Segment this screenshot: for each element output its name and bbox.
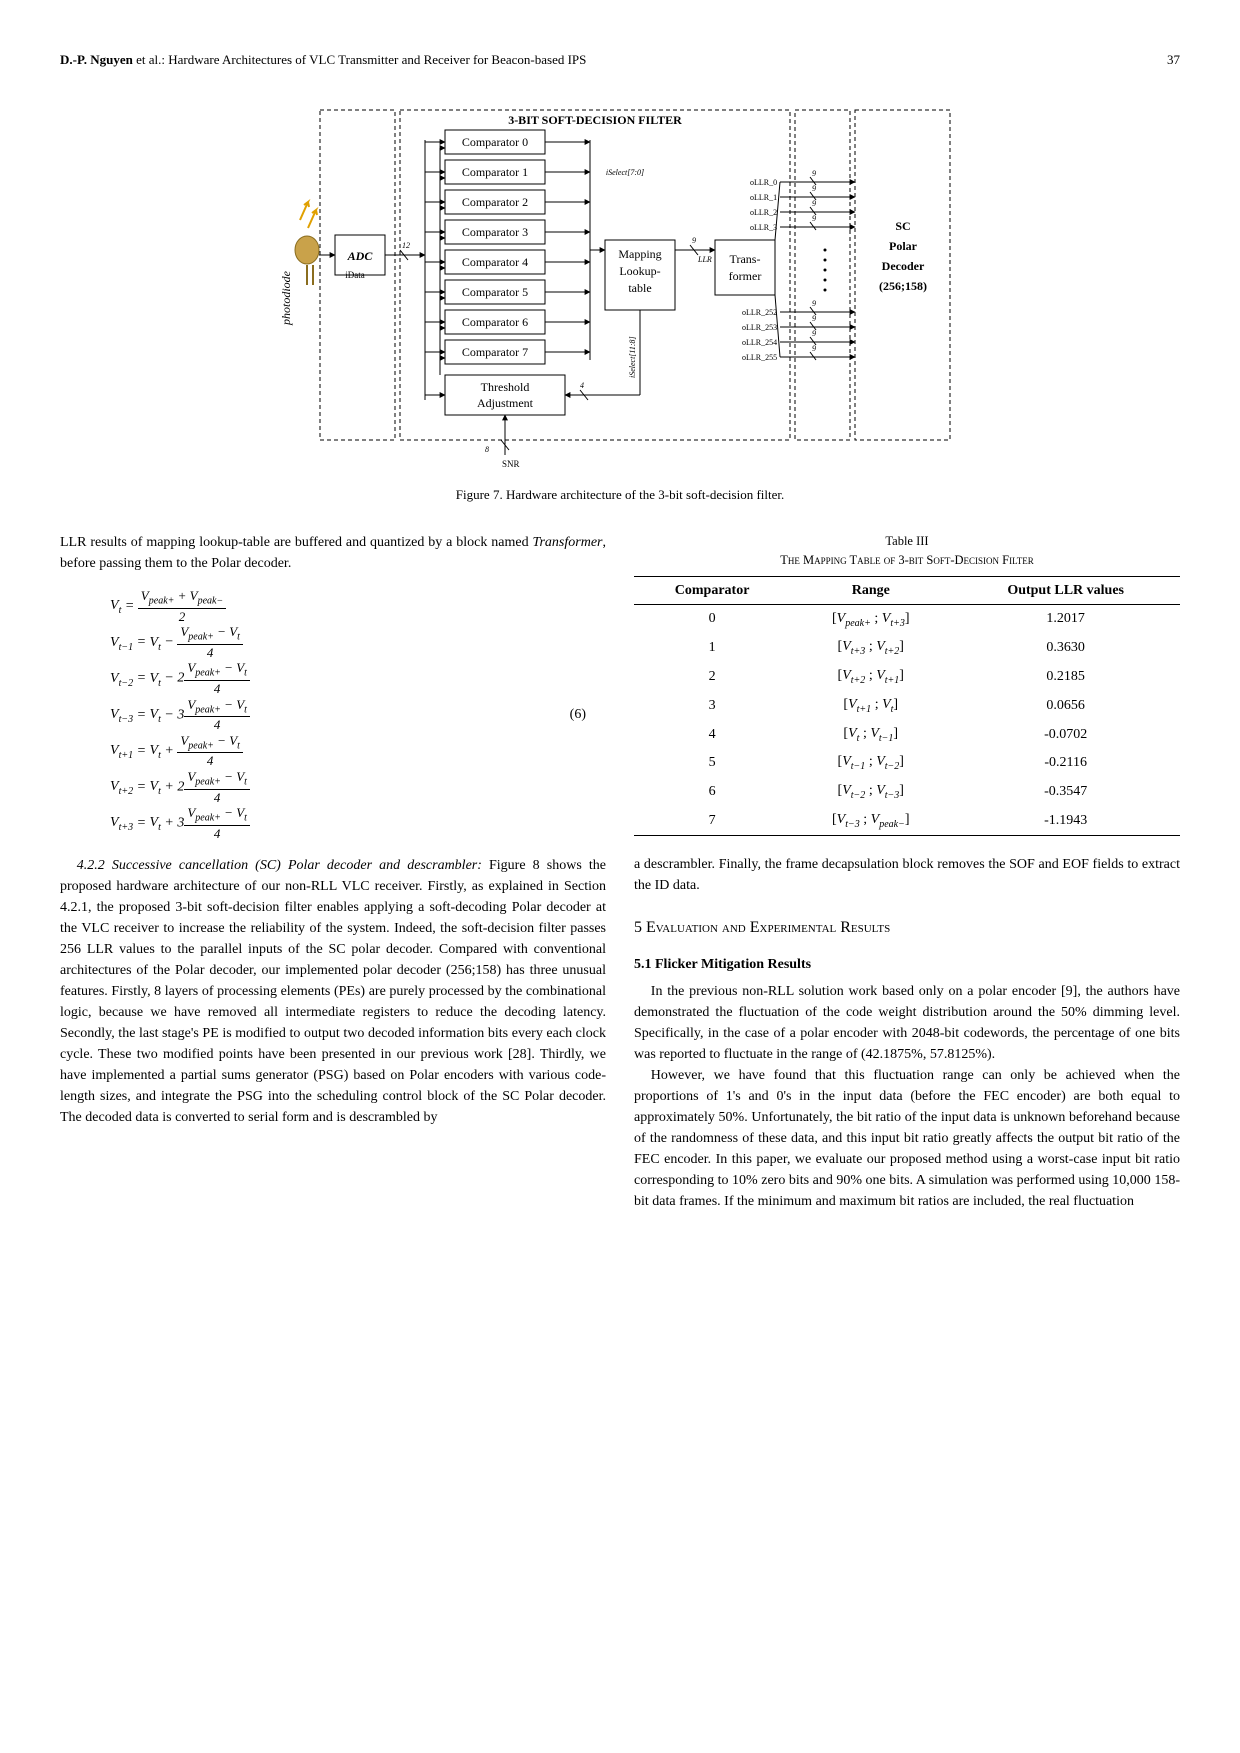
svg-text:9: 9	[692, 236, 696, 245]
comparator-stack: Comparator 0 Comparator 1 Comparator 2 C…	[425, 130, 590, 364]
svg-text:3-BIT SOFT-DECISION FILTER: 3-BIT SOFT-DECISION FILTER	[508, 113, 682, 127]
equation-6: Vt = Vpeak+ + Vpeak−2 Vt−1 = Vt − Vpeak+…	[60, 588, 606, 841]
svg-text:Threshold: Threshold	[481, 380, 530, 394]
svg-text:former: former	[729, 269, 762, 283]
section-5-title: 5 Evaluation and Experimental Results	[634, 916, 1180, 940]
svg-text:9: 9	[812, 299, 816, 308]
col2-p1: a descrambler. Finally, the frame decaps…	[634, 854, 1180, 896]
svg-text:Decoder: Decoder	[882, 259, 925, 273]
sec51-para-b: However, we have found that this fluctua…	[634, 1065, 1180, 1212]
svg-text:SNR: SNR	[502, 459, 520, 469]
svg-text:Comparator 1: Comparator 1	[462, 165, 528, 179]
svg-text:Adjustment: Adjustment	[477, 396, 534, 410]
svg-text:table: table	[628, 281, 651, 295]
svg-text:oLLR_255: oLLR_255	[742, 353, 777, 362]
photodiode-label: photodiode	[280, 270, 293, 326]
svg-text:8: 8	[485, 445, 489, 454]
svg-text:Comparator 3: Comparator 3	[462, 225, 528, 239]
section-5-1-title: 5.1 Flicker Mitigation Results	[634, 954, 1180, 975]
figure-7: photodiode ADC iData 12 3-BIT SOFT-DECIS…	[60, 100, 1180, 477]
svg-text:oLLR_2: oLLR_2	[750, 208, 777, 217]
section-4-2-2: 4.2.2 Successive cancellation (SC) Polar…	[60, 855, 606, 1128]
svg-text:9: 9	[812, 344, 816, 353]
svg-text:oLLR_252: oLLR_252	[742, 308, 777, 317]
svg-text:Comparator 2: Comparator 2	[462, 195, 528, 209]
svg-text:Comparator 6: Comparator 6	[462, 315, 528, 329]
table-row: 4[Vt ; Vt−1]-0.0702	[634, 720, 1180, 749]
table-row: 1[Vt+3 ; Vt+2]0.3630	[634, 633, 1180, 662]
figure-7-svg: photodiode ADC iData 12 3-BIT SOFT-DECIS…	[280, 100, 960, 470]
svg-text:Comparator 0: Comparator 0	[462, 135, 528, 149]
svg-text:Comparator 5: Comparator 5	[462, 285, 528, 299]
header-author-title: D.-P. Nguyen et al.: Hardware Architectu…	[60, 50, 586, 70]
table-row: 7[Vt−3 ; Vpeak−]-1.1943	[634, 806, 1180, 835]
svg-text:Comparator 4: Comparator 4	[462, 255, 528, 269]
svg-text:Polar: Polar	[889, 239, 918, 253]
svg-text:9: 9	[812, 199, 816, 208]
svg-text:9: 9	[812, 184, 816, 193]
table-3: Comparator Range Output LLR values 0[Vpe…	[634, 576, 1180, 836]
svg-text:Mapping: Mapping	[618, 247, 661, 261]
svg-text:SC: SC	[895, 219, 910, 233]
svg-text:9: 9	[812, 314, 816, 323]
table-row: 6[Vt−2 ; Vt−3]-0.3547	[634, 777, 1180, 806]
table-3-caption: Table III The Mapping Table of 3-bit Sof…	[634, 532, 1180, 570]
svg-text:4: 4	[580, 381, 584, 390]
svg-text:oLLR_254: oLLR_254	[742, 338, 777, 347]
svg-text:iSelect[11:8]: iSelect[11:8]	[628, 336, 637, 378]
svg-text:9: 9	[812, 169, 816, 178]
sec51-para-a: In the previous non-RLL solution work ba…	[634, 981, 1180, 1065]
svg-text:oLLR_253: oLLR_253	[742, 323, 777, 332]
svg-text:LLR: LLR	[697, 255, 712, 264]
svg-text:(256;158): (256;158)	[879, 279, 927, 293]
svg-text:9: 9	[812, 214, 816, 223]
svg-text:oLLR_3: oLLR_3	[750, 223, 777, 232]
photodiode-icon	[295, 202, 319, 285]
svg-text:iSelect[7:0]: iSelect[7:0]	[606, 168, 644, 177]
svg-text:iData: iData	[345, 270, 365, 280]
svg-text:9: 9	[812, 329, 816, 338]
svg-text:oLLR_1: oLLR_1	[750, 193, 777, 202]
svg-text:12: 12	[402, 241, 410, 250]
svg-text:Lookup-: Lookup-	[619, 264, 660, 278]
table-row: 3[Vt+1 ; Vt]0.0656	[634, 691, 1180, 720]
col1-intro: LLR results of mapping lookup-table are …	[60, 532, 606, 574]
figure-7-caption: Figure 7. Hardware architecture of the 3…	[60, 485, 1180, 505]
svg-text:oLLR_0: oLLR_0	[750, 178, 777, 187]
svg-text:Comparator 7: Comparator 7	[462, 345, 528, 359]
svg-text:ADC: ADC	[347, 249, 374, 263]
running-header: D.-P. Nguyen et al.: Hardware Architectu…	[60, 50, 1180, 70]
table-row: 5[Vt−1 ; Vt−2]-0.2116	[634, 748, 1180, 777]
table-row: 0[Vpeak+ ; Vt+3]1.2017	[634, 604, 1180, 633]
page-number: 37	[1167, 50, 1180, 70]
transformer-block	[715, 240, 775, 295]
table-row: 2[Vt+2 ; Vt+1]0.2185	[634, 662, 1180, 691]
svg-text:Trans-: Trans-	[730, 252, 761, 266]
